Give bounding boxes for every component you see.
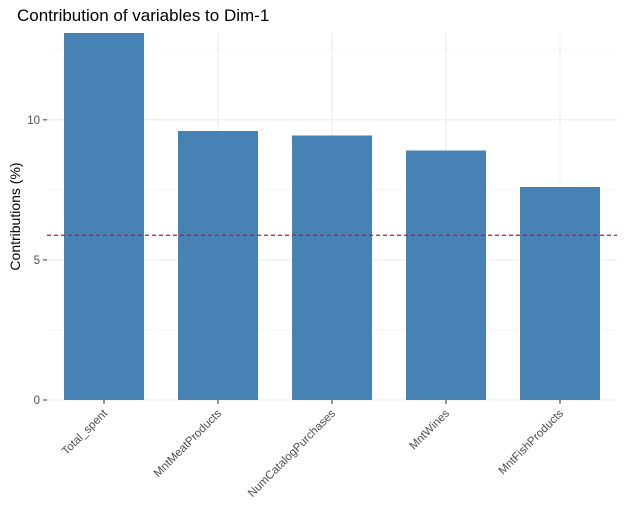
x-tick-label: NumCatalogPurchases xyxy=(246,407,338,499)
x-tick-label: MntWines xyxy=(407,407,452,452)
x-tick-label: MntFishProducts xyxy=(497,407,567,477)
y-tick-label: 5 xyxy=(34,255,40,267)
bar-total-spent xyxy=(64,33,144,400)
y-axis-ticks: 0 5 10 xyxy=(27,115,47,407)
bars xyxy=(64,33,600,400)
bar-mntmeatproducts xyxy=(178,131,258,400)
x-tick-label: MntMeatProducts xyxy=(152,407,224,479)
x-tick-label: Total_spent xyxy=(60,407,111,458)
y-tick-label: 10 xyxy=(27,115,40,127)
bar-mntfishproducts xyxy=(520,187,600,400)
chart-title: Contribution of variables to Dim-1 xyxy=(17,6,269,25)
bar-numcatalogpurchases xyxy=(292,135,372,400)
y-tick-label: 0 xyxy=(34,395,40,407)
y-axis-title: Contributions (%) xyxy=(7,162,23,270)
bar-mntwines xyxy=(406,150,486,400)
x-axis-ticks: Total_spent MntMeatProducts NumCatalogPurc… xyxy=(60,400,566,500)
